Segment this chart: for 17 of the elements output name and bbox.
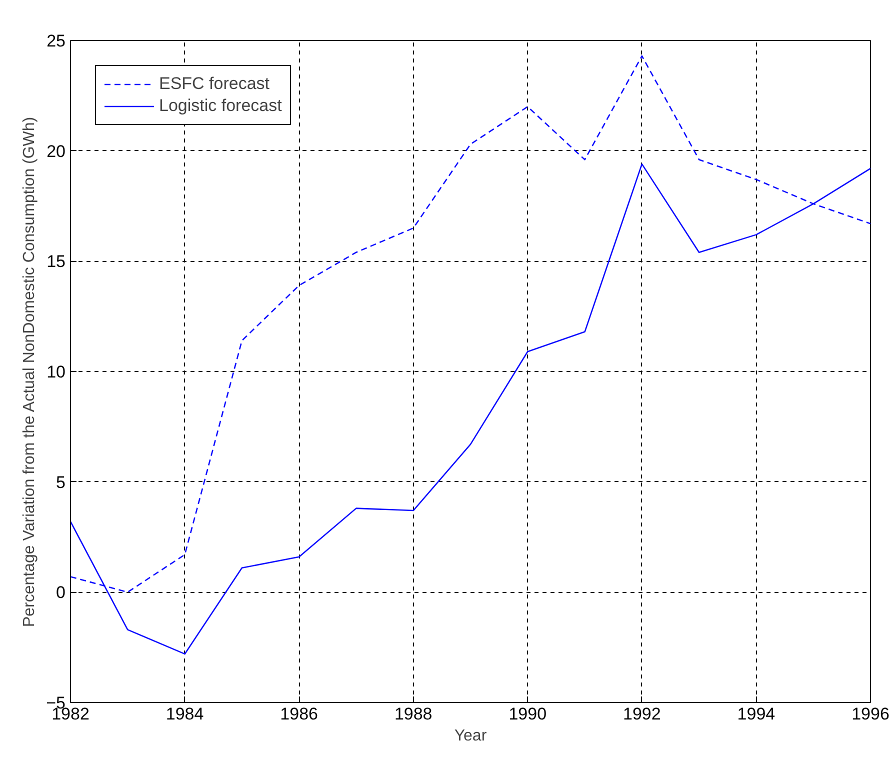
x-tick-label: 1996 (852, 704, 890, 724)
x-tick-label: 1994 (737, 704, 776, 724)
y-tick-label: 15 (46, 252, 66, 272)
y-tick-label: 5 (56, 472, 66, 492)
legend-label: ESFC forecast (159, 74, 270, 94)
y-tick-label: 10 (46, 362, 66, 382)
y-tick-label: 25 (46, 32, 66, 50)
x-axis-title: Year (454, 728, 488, 744)
y-tick-label: 0 (56, 583, 66, 602)
y-axis-title: Percentage Variation from the Actual NonDomestic Consumption (GWh) (21, 116, 38, 628)
x-tick-label: 1988 (394, 704, 432, 724)
x-tick-label: 1986 (280, 704, 318, 724)
x-tick-label: 1984 (166, 704, 204, 724)
legend-label: Logistic forecast (159, 96, 282, 116)
y-tick-label: 20 (46, 142, 66, 161)
x-tick-label: 1990 (508, 704, 547, 724)
x-tick-label: 1992 (623, 704, 661, 724)
